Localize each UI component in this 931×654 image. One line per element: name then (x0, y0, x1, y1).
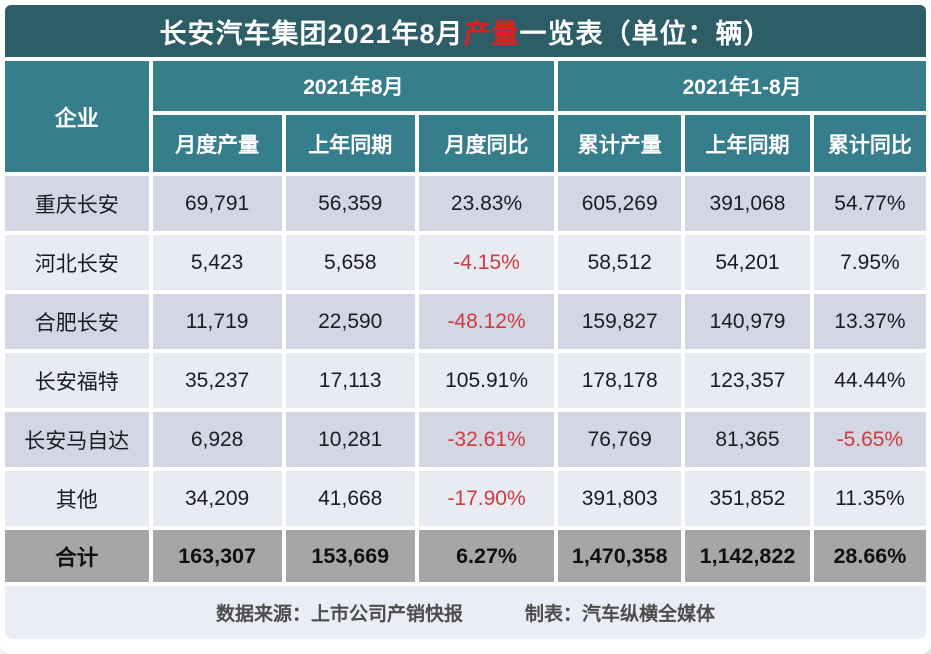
header-col-prev-year-month: 上年同期 (285, 115, 415, 172)
value-cell: 11.35% (813, 471, 926, 526)
header-col-monthly-yoy: 月度同比 (418, 115, 555, 172)
title-suffix: 一览表（单位：辆） (519, 18, 772, 49)
table-row: 长安福特 35,237 17,113 105.91% 178,178 123,3… (5, 353, 926, 408)
value-cell: 11,719 (152, 294, 282, 349)
header-col-cumulative-output: 累计产量 (558, 115, 682, 172)
value-cell: 5,423 (152, 235, 282, 290)
value-cell: 178,178 (558, 353, 682, 408)
company-cell: 合肥长安 (5, 294, 149, 349)
value-cell: 41,668 (285, 471, 415, 526)
value-cell: 56,359 (285, 176, 415, 231)
value-cell: 391,803 (558, 471, 682, 526)
value-cell: 22,590 (285, 294, 415, 349)
value-cell: 54.77% (813, 176, 926, 231)
company-cell: 其他 (5, 471, 149, 526)
value-cell: 76,769 (558, 412, 682, 467)
value-cell: -32.61% (418, 412, 555, 467)
header-group-aug: 2021年8月 (152, 61, 555, 111)
value-cell: 10,281 (285, 412, 415, 467)
value-cell: 105.91% (418, 353, 555, 408)
title-highlight: 产量 (463, 18, 520, 49)
value-cell: -5.65% (813, 412, 926, 467)
total-row: 合计 163,307 153,669 6.27% 1,470,358 1,142… (5, 530, 926, 582)
value-cell: -4.15% (418, 235, 555, 290)
footer-credit: 制表：汽车纵横全媒体 (525, 604, 716, 625)
value-cell: 140,979 (685, 294, 810, 349)
header-group-row: 企业 2021年8月 2021年1-8月 (5, 61, 926, 172)
value-cell: 23.83% (418, 176, 555, 231)
value-cell: 391,068 (685, 176, 810, 231)
value-cell: 7.95% (813, 235, 926, 290)
total-label: 合计 (5, 530, 149, 582)
total-value-cell: 28.66% (813, 530, 926, 582)
production-table-wrap: 企业 2021年8月 2021年1-8月 月度产量 上年同期 月度同比 累计产量… (1, 57, 930, 586)
company-cell: 长安福特 (5, 353, 149, 408)
value-cell: 81,365 (685, 412, 810, 467)
table-row: 合肥长安 11,719 22,590 -48.12% 159,827 140,9… (5, 294, 926, 349)
table-row: 河北长安 5,423 5,658 -4.15% 58,512 54,201 7.… (5, 235, 926, 290)
footer: 数据来源：上市公司产销快报 制表：汽车纵横全媒体 (5, 586, 926, 639)
page-title: 长安汽车集团2021年8月 产量 一览表（单位：辆） (5, 5, 926, 57)
header-col-prev-year-cumulative: 上年同期 (685, 115, 810, 172)
value-cell: 17,113 (285, 353, 415, 408)
value-cell: 13.37% (813, 294, 926, 349)
company-cell: 河北长安 (5, 235, 149, 290)
total-value-cell: 153,669 (285, 530, 415, 582)
company-cell: 长安马自达 (5, 412, 149, 467)
production-table: 企业 2021年8月 2021年1-8月 月度产量 上年同期 月度同比 累计产量… (1, 57, 930, 586)
total-value-cell: 1,142,822 (685, 530, 810, 582)
value-cell: -17.90% (418, 471, 555, 526)
value-cell: 58,512 (558, 235, 682, 290)
total-value-cell: 6.27% (418, 530, 555, 582)
value-cell: 35,237 (152, 353, 282, 408)
value-cell: 44.44% (813, 353, 926, 408)
value-cell: 159,827 (558, 294, 682, 349)
header-company: 企业 (5, 61, 149, 172)
header-group-ytd: 2021年1-8月 (558, 61, 926, 111)
header-col-cumulative-yoy: 累计同比 (813, 115, 926, 172)
value-cell: 6,928 (152, 412, 282, 467)
title-prefix: 长安汽车集团2021年8月 (159, 18, 464, 49)
table-row: 长安马自达 6,928 10,281 -32.61% 76,769 81,365… (5, 412, 926, 467)
value-cell: 605,269 (558, 176, 682, 231)
table-row: 重庆长安 69,791 56,359 23.83% 605,269 391,06… (5, 176, 926, 231)
value-cell: 123,357 (685, 353, 810, 408)
value-cell: 69,791 (152, 176, 282, 231)
total-value-cell: 163,307 (152, 530, 282, 582)
table-row: 其他 34,209 41,668 -17.90% 391,803 351,852… (5, 471, 926, 526)
company-cell: 重庆长安 (5, 176, 149, 231)
value-cell: 54,201 (685, 235, 810, 290)
total-value-cell: 1,470,358 (558, 530, 682, 582)
footer-source: 数据来源：上市公司产销快报 (215, 604, 463, 625)
header-col-monthly-output: 月度产量 (152, 115, 282, 172)
value-cell: -48.12% (418, 294, 555, 349)
value-cell: 351,852 (685, 471, 810, 526)
header-columns-row: 月度产量 上年同期 月度同比 累计产量 上年同期 累计同比 (5, 115, 926, 172)
value-cell: 34,209 (152, 471, 282, 526)
value-cell: 5,658 (285, 235, 415, 290)
